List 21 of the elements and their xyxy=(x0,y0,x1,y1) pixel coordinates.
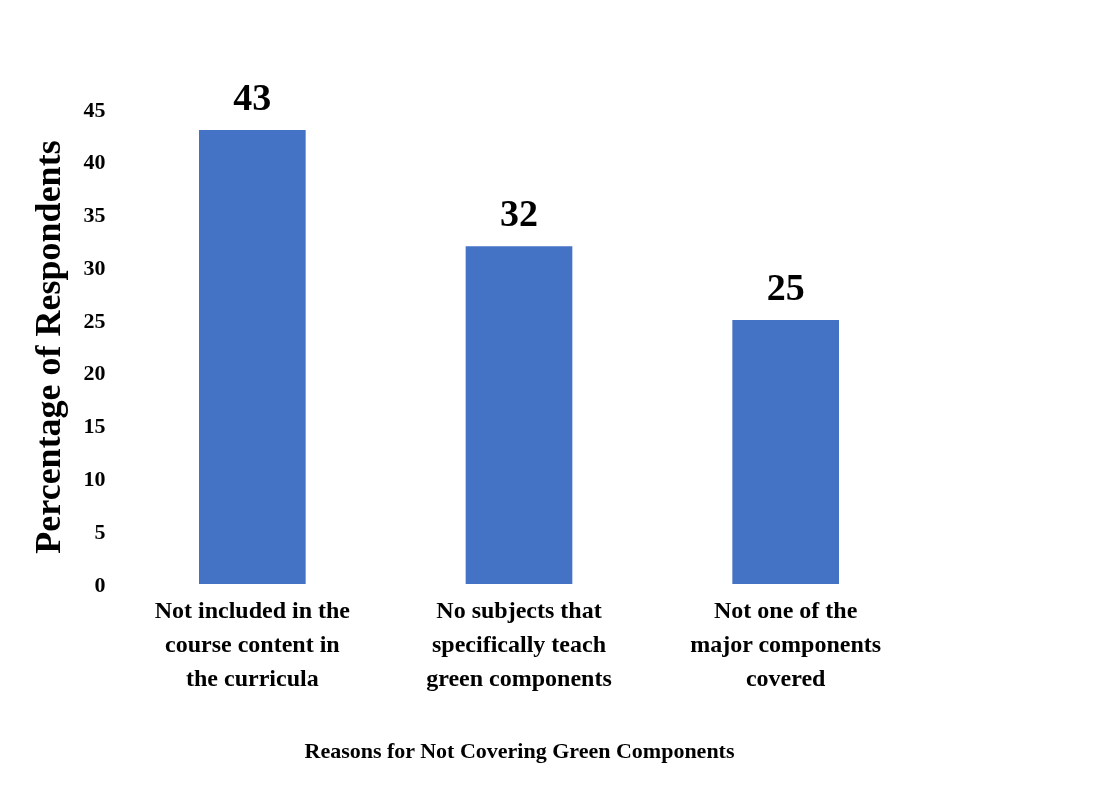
x-tick-label: No subjects that specifically teach green components xyxy=(426,596,612,691)
bar xyxy=(465,246,573,584)
bar xyxy=(732,320,839,584)
y-tick-label: 0 xyxy=(94,571,106,597)
x-tick-label: Not included in the course content in the curricula xyxy=(154,596,351,691)
x-axis-title: Reasons for Not Covering Green Components xyxy=(304,737,735,763)
y-tick-label: 30 xyxy=(83,254,106,280)
data-label: 43 xyxy=(233,76,272,119)
y-tick-label: 35 xyxy=(83,202,106,228)
y-axis-title: Percentage of Respondents xyxy=(27,140,68,554)
y-tick-label: 25 xyxy=(83,307,106,333)
y-tick-label: 5 xyxy=(94,518,106,544)
y-tick-label: 20 xyxy=(83,360,106,386)
y-tick-label: 15 xyxy=(83,413,106,439)
x-tick-label: Not one of the major components covered xyxy=(690,596,882,691)
data-label: 32 xyxy=(500,192,538,235)
y-tick-label: 10 xyxy=(83,465,106,491)
y-tick-label: 40 xyxy=(83,149,106,175)
y-tick-label: 45 xyxy=(83,96,106,122)
data-label: 25 xyxy=(766,266,805,309)
bar xyxy=(199,130,306,584)
